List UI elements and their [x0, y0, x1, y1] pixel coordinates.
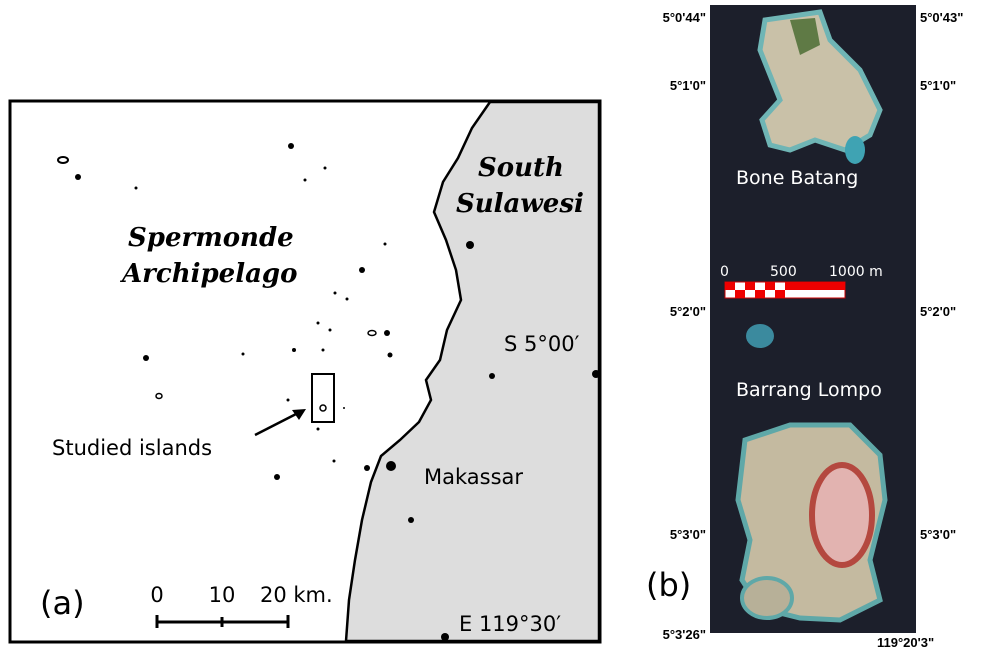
coord-label: 5°0'44" — [663, 10, 706, 25]
island-label: Bone Batang — [736, 167, 858, 189]
scale-label: 1000 m — [829, 264, 883, 280]
latitude: S 5°00′ — [504, 332, 580, 356]
scale-label: 10 — [209, 583, 236, 607]
panel-label: (b) — [646, 566, 691, 604]
city-label: Makassar — [424, 465, 523, 489]
settlement — [812, 465, 872, 565]
panel-a: South Sulawesi Spermonde Archipelago S 5… — [10, 101, 600, 642]
region-label: South — [478, 153, 564, 183]
scale-label: 0 — [720, 264, 729, 280]
coord-label: 119°20'3" — [877, 635, 934, 650]
coord-label: 5°3'0" — [920, 527, 956, 542]
longitude: E 119°30′ — [459, 612, 561, 636]
panel-b: Bone Batang Barrang Lompo 0 500 1000 m 5… — [646, 5, 963, 650]
coord-label: 5°2'0" — [920, 304, 956, 319]
archipelago-label: Archipelago — [119, 259, 297, 289]
scale-label: 500 — [770, 264, 797, 280]
image-scale-bar — [725, 282, 845, 298]
coord-label: 5°3'0" — [670, 527, 706, 542]
scale-label: 0 — [150, 583, 163, 607]
region-label: Sulawesi — [456, 189, 584, 219]
coord-label: 5°0'43" — [920, 10, 963, 25]
coord-label: 5°1'0" — [670, 78, 706, 93]
reef — [746, 324, 774, 348]
scale-label: 20 km. — [260, 583, 333, 607]
island-label: Barrang Lompo — [736, 379, 882, 401]
reef — [845, 136, 865, 164]
archipelago-label: Spermonde — [128, 223, 294, 253]
panel-label: (a) — [40, 584, 85, 622]
island-image — [742, 578, 792, 618]
coord-label: 5°2'0" — [670, 304, 706, 319]
studied-label: Studied islands — [52, 436, 212, 460]
coord-label: 5°1'0" — [920, 78, 956, 93]
coord-label: 5°3'26" — [663, 627, 706, 642]
figure: South Sulawesi Spermonde Archipelago S 5… — [0, 0, 986, 653]
